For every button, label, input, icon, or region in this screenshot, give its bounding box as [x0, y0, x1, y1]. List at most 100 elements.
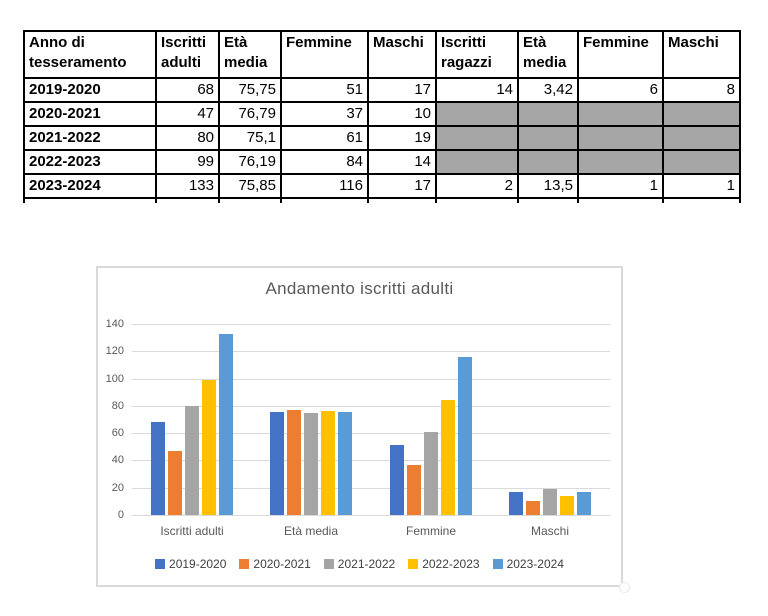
legend-swatch-icon [155, 559, 166, 569]
gridline [132, 515, 610, 516]
table-row: 2019-2020 68 75,75 51 17 14 3,42 6 8 [23, 77, 741, 103]
table-cell [577, 125, 664, 151]
bar-2023-2024-Iscritti adulti [219, 334, 233, 515]
x-axis-category-label: Femmine [405, 524, 456, 538]
gridline [132, 460, 610, 461]
y-axis-tick-label: 60 [111, 427, 124, 439]
bar-2020-2021-Maschi [526, 501, 540, 515]
bar-chart: Andamento iscritti adulti 0 20 40 60 80 100 12… [96, 266, 630, 593]
chart-legend: 2019-2020 2020-2021 2021-2022 2022-2023 2023… [98, 557, 621, 571]
row-header-cell: 2020-2021 [23, 101, 157, 127]
table-cell: 75,75 [218, 77, 282, 103]
table-cell [435, 149, 519, 175]
bar-2022-2023-Età media [321, 411, 335, 515]
table-cell [662, 125, 741, 151]
table-cell: 76,79 [218, 101, 282, 127]
y-axis-tick-label: 100 [105, 373, 124, 385]
bar-2020-2021-Iscritti adulti [168, 451, 182, 515]
column-header: Iscritti ragazzi [435, 30, 519, 79]
table-cell: 84 [280, 149, 369, 175]
y-axis-tick-label: 140 [105, 318, 124, 330]
bar-2019-2020-Femmine [390, 445, 404, 515]
column-header: Maschi [367, 30, 437, 79]
gridline [132, 406, 610, 407]
legend-item: 2020-2021 [239, 557, 311, 571]
legend-swatch-icon [408, 559, 419, 569]
x-axis-category-label: Maschi [530, 524, 569, 538]
bar-2019-2020-Maschi [509, 492, 523, 515]
table-cell: 19 [367, 125, 437, 151]
gridline [132, 488, 610, 489]
selection-handle-icon [619, 582, 630, 593]
table-cell: 68 [155, 77, 220, 103]
legend-swatch-icon [239, 559, 250, 569]
table-row: 2020-2021 47 76,79 37 10 [23, 101, 741, 127]
row-header-cell: 2022-2023 [23, 149, 157, 175]
table-cell: 1 [577, 173, 664, 199]
legend-label: 2022-2023 [422, 557, 480, 571]
y-axis-tick-label: 0 [117, 509, 124, 521]
bar-2023-2024-Età media [338, 412, 352, 515]
table-cell: 47 [155, 101, 220, 127]
column-header: Femmine [280, 30, 369, 79]
column-header: Maschi [662, 30, 741, 79]
column-header: Età media [218, 30, 282, 79]
gridline [132, 379, 610, 380]
table-cell [517, 101, 579, 127]
table-cell: 51 [280, 77, 369, 103]
legend-swatch-icon [492, 559, 503, 569]
column-header: Iscritti adulti [155, 30, 220, 79]
gridline [132, 351, 610, 352]
x-axis-category-label: Età media [283, 524, 339, 538]
table-cell: 17 [367, 173, 437, 199]
legend-label: 2021-2022 [337, 557, 396, 571]
gridline [132, 433, 610, 434]
legend-item: 2022-2023 [408, 557, 480, 571]
table-cell: 76,19 [218, 149, 282, 175]
legend-label: 2023-2024 [506, 557, 564, 571]
bar-2021-2022-Iscritti adulti [185, 406, 199, 515]
table-cell: 14 [367, 149, 437, 175]
table-cell: 3,42 [517, 77, 579, 103]
row-header-cell: 2021-2022 [23, 125, 157, 151]
bar-2019-2020-Iscritti adulti [151, 422, 165, 515]
bar-2019-2020-Età media [270, 412, 284, 515]
bar-2020-2021-Età media [287, 410, 301, 515]
y-axis-tick-label: 40 [111, 454, 124, 466]
table-cell [577, 149, 664, 175]
table-header-row: Anno di tesseramento Iscritti adulti Età medi… [23, 30, 741, 79]
table-cell [662, 149, 741, 175]
table-cell: 75,85 [218, 173, 282, 199]
table-cell [662, 101, 741, 127]
legend-item: 2023-2024 [492, 557, 564, 571]
y-axis-tick-label: 120 [105, 345, 124, 357]
table-cell [435, 101, 519, 127]
x-axis-category-label: Iscritti adulti [160, 524, 224, 538]
legend-item: 2021-2022 [323, 557, 396, 571]
legend-label: 2019-2020 [169, 557, 227, 571]
table-cell: 6 [577, 77, 664, 103]
table-row: 2021-2022 80 75,1 61 19 [23, 125, 741, 151]
table-cell: 61 [280, 125, 369, 151]
legend-swatch-icon [323, 559, 334, 569]
bar-2021-2022-Età media [304, 413, 318, 515]
bar-2022-2023-Iscritti adulti [202, 380, 216, 515]
table-cell: 17 [367, 77, 437, 103]
y-axis-tick-label: 80 [111, 400, 124, 412]
table-cell: 13,5 [517, 173, 579, 199]
gridline [132, 324, 610, 325]
table-row: 2022-2023 99 76,19 84 14 [23, 149, 741, 175]
column-header: Anno di tesseramento [23, 30, 157, 79]
row-header-cell: 2019-2020 [23, 77, 157, 103]
bar-2023-2024-Femmine [458, 357, 472, 515]
table-cell: 2 [435, 173, 519, 199]
table-cell: 80 [155, 125, 220, 151]
table-cell: 10 [367, 101, 437, 127]
bar-2023-2024-Maschi [577, 492, 591, 515]
chart-title: Andamento iscritti adulti [265, 279, 454, 298]
column-header: Femmine [577, 30, 664, 79]
table-cell: 14 [435, 77, 519, 103]
table-cell [517, 149, 579, 175]
legend-label: 2020-2021 [253, 557, 311, 571]
bar-2020-2021-Femmine [407, 465, 421, 515]
